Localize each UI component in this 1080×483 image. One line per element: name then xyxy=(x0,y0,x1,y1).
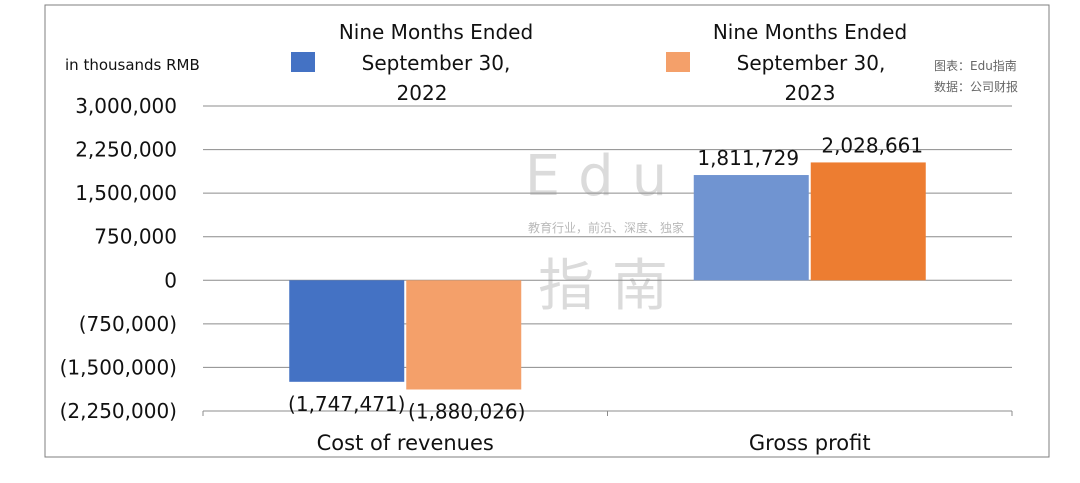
plot-area: 3,000,000 2,250,000 1,500,000 750,000 0 (750,… xyxy=(60,94,1013,455)
x-category-label: Cost of revenues xyxy=(317,431,494,455)
legend-label-2022-line-2: September 30, xyxy=(362,51,511,75)
legend-label-2022-line-3: 2022 xyxy=(397,81,448,105)
watermark-cn: 指 南 xyxy=(538,254,668,319)
watermark-brand: Edu xyxy=(525,144,685,209)
legend-label-2023-line-2: September 30, xyxy=(737,51,886,75)
y-tick-label: (2,250,000) xyxy=(60,399,177,423)
x-category-label: Gross profit xyxy=(749,431,871,455)
data-label: (1,747,471) xyxy=(288,392,405,416)
legend-label-2022-line-1: Nine Months Ended xyxy=(339,20,533,44)
y-tick-label: 3,000,000 xyxy=(75,94,177,118)
y-tick-label: (750,000) xyxy=(79,312,177,336)
bar xyxy=(693,175,809,281)
y-tick-label: 750,000 xyxy=(94,225,177,249)
legend-label-2023-line-1: Nine Months Ended xyxy=(713,20,907,44)
bar xyxy=(289,280,405,382)
bar xyxy=(406,280,522,390)
unit-label: in thousands RMB xyxy=(65,56,200,74)
watermark-tagline: 教育行业，前沿、深度、独家 xyxy=(528,220,684,235)
y-tick-label: 1,500,000 xyxy=(75,181,177,205)
bar xyxy=(810,162,926,281)
data-label: 1,811,729 xyxy=(697,146,799,170)
data-label: (1,880,026) xyxy=(408,400,525,424)
y-tick-label: (1,500,000) xyxy=(60,355,177,379)
legend: Nine Months Ended September 30, 2022 Nin… xyxy=(291,20,907,105)
legend-swatch-2022 xyxy=(291,52,315,72)
y-tick-label: 0 xyxy=(164,268,177,292)
legend-swatch-2023 xyxy=(666,52,690,72)
watermark: Edu 教育行业，前沿、深度、独家 指 南 xyxy=(525,144,685,319)
source-line-2: 数据：公司财报 xyxy=(934,79,1018,94)
data-label: 2,028,661 xyxy=(821,133,923,157)
source-line-1: 图表：Edu指南 xyxy=(934,58,1017,73)
y-tick-label: 2,250,000 xyxy=(75,138,177,162)
legend-label-2023-line-3: 2023 xyxy=(785,81,836,105)
